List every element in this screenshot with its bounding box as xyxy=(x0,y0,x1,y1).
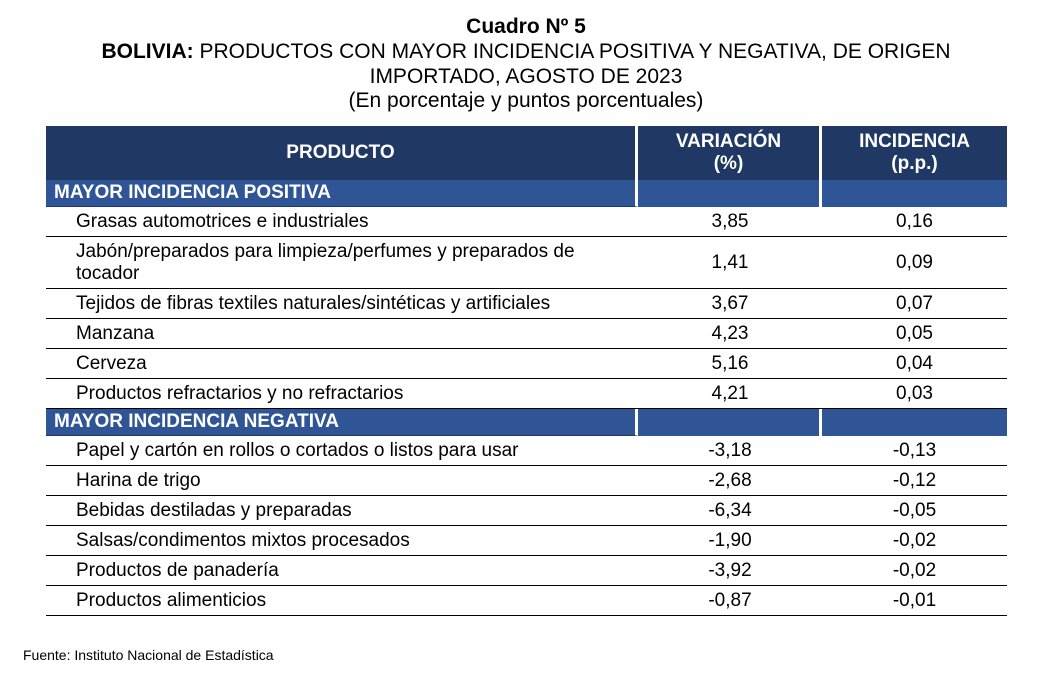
header-variation-unit: (%) xyxy=(713,153,744,174)
product-cell: Salsas/condimentos mixtos procesados xyxy=(46,526,638,556)
header-product: PRODUCTO xyxy=(46,126,638,180)
product-cell: Manzana xyxy=(46,319,638,349)
variation-cell: -2,68 xyxy=(638,466,822,496)
incidence-cell: -0,01 xyxy=(822,586,1007,616)
section-cell xyxy=(638,409,822,436)
incidence-cell: 0,16 xyxy=(822,207,1007,237)
source-note: Fuente: Instituto Nacional de Estadístic… xyxy=(23,647,274,663)
incidence-cell: 0,05 xyxy=(822,319,1007,349)
incidence-cell: 0,07 xyxy=(822,289,1007,319)
product-cell: Harina de trigo xyxy=(46,466,638,496)
product-cell: Cerveza xyxy=(46,349,638,379)
header-incidence: INCIDENCIA (p.p.) xyxy=(822,126,1007,180)
header-variation-label: VARIACIÓN xyxy=(675,131,782,152)
product-cell: Grasas automotrices e industriales xyxy=(46,207,638,237)
product-cell: Bebidas destiladas y preparadas xyxy=(46,496,638,526)
incidence-cell: -0,05 xyxy=(822,496,1007,526)
title-block: Cuadro Nº 5 BOLIVIA: PRODUCTOS CON MAYOR… xyxy=(0,14,1052,113)
incidence-cell: -0,12 xyxy=(822,466,1007,496)
variation-cell: 4,21 xyxy=(638,379,822,409)
header-incidence-unit: (p.p.) xyxy=(891,153,938,174)
table-row: Productos de panadería -3,92 -0,02 xyxy=(46,556,1007,586)
table-row: Jabón/preparados para limpieza/perfumes … xyxy=(46,237,1007,289)
table-row: Manzana 4,23 0,05 xyxy=(46,319,1007,349)
incidence-cell: -0,13 xyxy=(822,436,1007,466)
variation-cell: -6,34 xyxy=(638,496,822,526)
table-row: Grasas automotrices e industriales 3,85 … xyxy=(46,207,1007,237)
table-row: Cerveza 5,16 0,04 xyxy=(46,349,1007,379)
section-negative-label: MAYOR INCIDENCIA NEGATIVA xyxy=(46,409,638,436)
variation-cell: -0,87 xyxy=(638,586,822,616)
variation-cell: -1,90 xyxy=(638,526,822,556)
section-cell xyxy=(638,180,822,207)
table-row: Bebidas destiladas y preparadas -6,34 -0… xyxy=(46,496,1007,526)
variation-cell: 4,23 xyxy=(638,319,822,349)
product-cell: Jabón/preparados para limpieza/perfumes … xyxy=(46,237,638,289)
product-cell: Tejidos de fibras textiles naturales/sin… xyxy=(46,289,638,319)
incidence-cell: 0,09 xyxy=(822,237,1007,289)
incidence-cell: 0,04 xyxy=(822,349,1007,379)
variation-cell: -3,18 xyxy=(638,436,822,466)
section-positive-label: MAYOR INCIDENCIA POSITIVA xyxy=(46,180,638,207)
header-incidence-label: INCIDENCIA xyxy=(859,131,970,152)
title-text-line2: IMPORTADO, AGOSTO DE 2023 xyxy=(369,65,683,88)
section-cell xyxy=(822,180,1007,207)
table-row: Papel y cartón en rollos o cortados o li… xyxy=(46,436,1007,466)
table-header-row: PRODUCTO VARIACIÓN (%) INCIDENCIA (p.p.) xyxy=(46,126,1007,180)
table-title: BOLIVIA: PRODUCTOS CON MAYOR INCIDENCIA … xyxy=(0,39,1052,64)
variation-cell: -3,92 xyxy=(638,556,822,586)
variation-cell: 3,67 xyxy=(638,289,822,319)
header-variation: VARIACIÓN (%) xyxy=(638,126,822,180)
variation-cell: 5,16 xyxy=(638,349,822,379)
section-negative: MAYOR INCIDENCIA NEGATIVA xyxy=(46,409,1007,436)
product-cell: Productos refractarios y no refractarios xyxy=(46,379,638,409)
units-subtitle: (En porcentaje y puntos porcentuales) xyxy=(348,89,704,112)
variation-cell: 1,41 xyxy=(638,237,822,289)
table-row: Harina de trigo -2,68 -0,12 xyxy=(46,466,1007,496)
section-cell xyxy=(822,409,1007,436)
product-cell: Papel y cartón en rollos o cortados o li… xyxy=(46,436,638,466)
title-text-line1: PRODUCTOS CON MAYOR INCIDENCIA POSITIVA … xyxy=(193,40,951,63)
product-cell: Productos alimenticios xyxy=(46,586,638,616)
incidence-cell: -0,02 xyxy=(822,556,1007,586)
table-row: Salsas/condimentos mixtos procesados -1,… xyxy=(46,526,1007,556)
country-label: BOLIVIA: xyxy=(101,40,194,63)
section-positive: MAYOR INCIDENCIA POSITIVA xyxy=(46,180,1007,207)
incidence-table: PRODUCTO VARIACIÓN (%) INCIDENCIA (p.p.)… xyxy=(46,126,1007,616)
incidence-cell: -0,02 xyxy=(822,526,1007,556)
variation-cell: 3,85 xyxy=(638,207,822,237)
product-cell: Productos de panadería xyxy=(46,556,638,586)
table-row: Tejidos de fibras textiles naturales/sin… xyxy=(46,289,1007,319)
table-row: Productos alimenticios -0,87 -0,01 xyxy=(46,586,1007,616)
incidence-cell: 0,03 xyxy=(822,379,1007,409)
table-row: Productos refractarios y no refractarios… xyxy=(46,379,1007,409)
table-number: Cuadro Nº 5 xyxy=(466,15,586,38)
